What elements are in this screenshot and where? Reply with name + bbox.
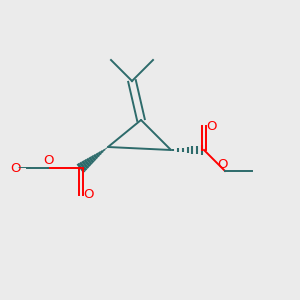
Text: —: — [17,161,31,175]
Text: O: O [43,154,53,167]
Text: O: O [83,188,94,202]
Text: O: O [217,158,227,172]
Text: O: O [206,119,217,133]
Text: O: O [11,161,21,175]
